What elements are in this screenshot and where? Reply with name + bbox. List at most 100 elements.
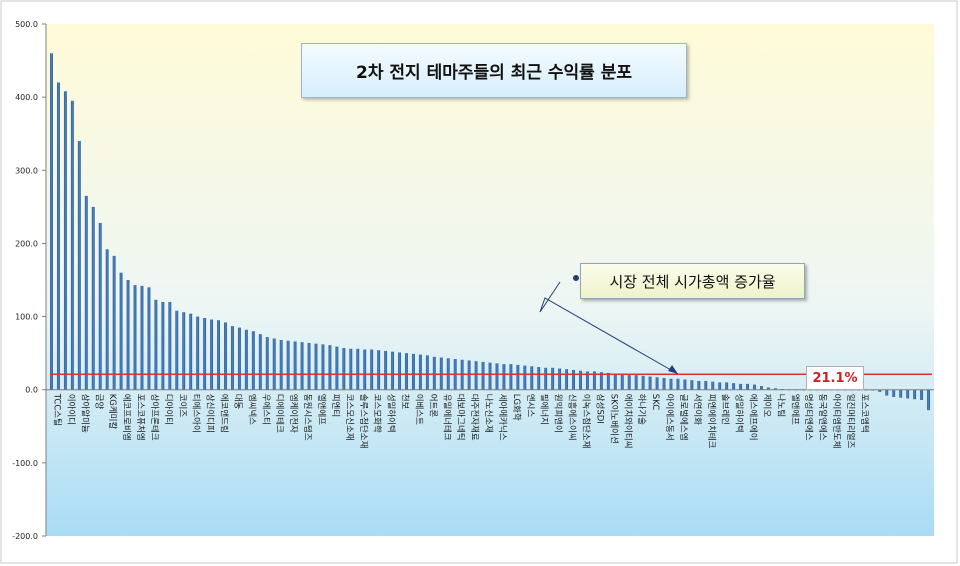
- x-tick-label: 일진머티리얼즈: [845, 394, 856, 449]
- bar: [648, 376, 652, 390]
- bar: [182, 312, 186, 390]
- bar: [175, 310, 179, 390]
- y-tick-label: 0.0: [25, 386, 38, 395]
- x-tick-label: LG화학: [511, 394, 522, 421]
- bar: [314, 343, 318, 390]
- x-tick-label: 원익피앤이: [553, 394, 564, 433]
- x-tick-label: 코스모화학: [372, 394, 383, 433]
- y-tick-label: 500.0: [15, 20, 38, 29]
- bar: [425, 355, 429, 390]
- x-tick-label: 글로벌에스엠: [678, 394, 689, 441]
- bar: [766, 387, 770, 390]
- bar: [363, 349, 367, 390]
- callout-pointer: [539, 281, 679, 375]
- bar: [669, 378, 673, 390]
- x-tick-label: 피엔티: [330, 394, 341, 417]
- bar: [224, 322, 227, 390]
- x-tick-label: 이아이디: [65, 394, 76, 425]
- bar: [906, 389, 910, 399]
- bar: [112, 255, 116, 390]
- bar: [565, 369, 569, 390]
- bar: [411, 353, 415, 390]
- reference-line-label: 21.1%: [806, 366, 864, 390]
- bar: [718, 382, 722, 390]
- y-tick-label: 300.0: [15, 166, 38, 175]
- bar: [599, 372, 603, 390]
- callout-arrow: [539, 275, 679, 375]
- bar: [70, 100, 74, 390]
- bar: [516, 364, 520, 390]
- bar: [98, 222, 102, 390]
- bar: [746, 383, 750, 390]
- x-tick-label: 디아이티: [163, 394, 174, 425]
- bar: [342, 348, 346, 390]
- x-tick-label: 티에스아이: [191, 394, 202, 433]
- x-tick-label: 엠씨넥스: [246, 394, 257, 425]
- x-tick-label: 대주전자재료: [469, 394, 480, 441]
- bar: [474, 361, 478, 390]
- x-tick-label: 이베스트: [413, 394, 424, 425]
- bar: [244, 329, 248, 390]
- x-tick-label: 삼아알미늄: [79, 394, 90, 433]
- bar: [697, 380, 701, 390]
- bar: [676, 378, 680, 390]
- bar: [544, 367, 548, 390]
- callout-dot: [573, 275, 579, 281]
- x-tick-label: 삼성SDI: [594, 394, 605, 424]
- x-tick-label: 포스코퓨처엠: [135, 394, 146, 441]
- bar: [739, 383, 743, 390]
- bar: [579, 370, 582, 390]
- bar: [370, 349, 374, 390]
- bar: [683, 379, 687, 390]
- x-tick-label: 솔루스첨단소재: [358, 394, 369, 449]
- bar: [551, 367, 555, 390]
- bar: [495, 363, 499, 390]
- bar: [634, 375, 638, 390]
- x-tick-label: 나노팀: [775, 394, 786, 417]
- bar: [432, 356, 436, 390]
- bar: [50, 53, 53, 390]
- bar: [760, 386, 763, 390]
- bar: [237, 327, 241, 390]
- bar: [335, 346, 339, 390]
- bar: [258, 334, 262, 390]
- bar: [140, 285, 144, 390]
- bar: [405, 353, 408, 390]
- bar: [641, 375, 645, 390]
- x-tick-label: 포스코엠텍: [859, 394, 870, 433]
- bar: [321, 344, 325, 390]
- bar: [530, 366, 534, 390]
- bar: [537, 367, 541, 390]
- x-tick-label: 필에너지: [539, 394, 550, 425]
- bar: [620, 374, 624, 390]
- x-tick-label: 피엔에이치테크: [706, 394, 717, 449]
- x-tick-label: 천보: [400, 394, 411, 410]
- bar: [711, 381, 715, 390]
- bar: [704, 380, 708, 390]
- x-tick-label: 우에스티: [260, 394, 270, 425]
- x-tick-label: 동원시스템즈: [302, 394, 313, 441]
- bar: [398, 352, 401, 390]
- bar: [119, 272, 123, 390]
- bar: [481, 361, 485, 390]
- x-tick-label: KG케미칼: [107, 394, 117, 430]
- x-tick-label: 성일하이텍: [734, 394, 745, 433]
- bar: [899, 389, 903, 398]
- bar: [558, 368, 562, 390]
- x-tick-label: 동국알앤에스: [817, 394, 828, 441]
- bar: [217, 320, 220, 390]
- chart-title: 2차 전지 테마주들의 최근 수익률 분포: [301, 43, 687, 98]
- bar: [627, 375, 631, 390]
- x-tick-label: 금양: [93, 394, 104, 410]
- x-tick-label: 대동: [232, 394, 242, 410]
- y-axis-ticks: 500.0 400.0 300.0 200.0 100.0 0.0 -100.0 -200.0: [12, 20, 46, 541]
- bar: [63, 91, 67, 390]
- bar: [203, 318, 207, 390]
- bar: [210, 319, 214, 390]
- bar: [91, 206, 95, 390]
- bar: [251, 331, 255, 390]
- bar: [753, 384, 756, 390]
- bar: [349, 348, 353, 390]
